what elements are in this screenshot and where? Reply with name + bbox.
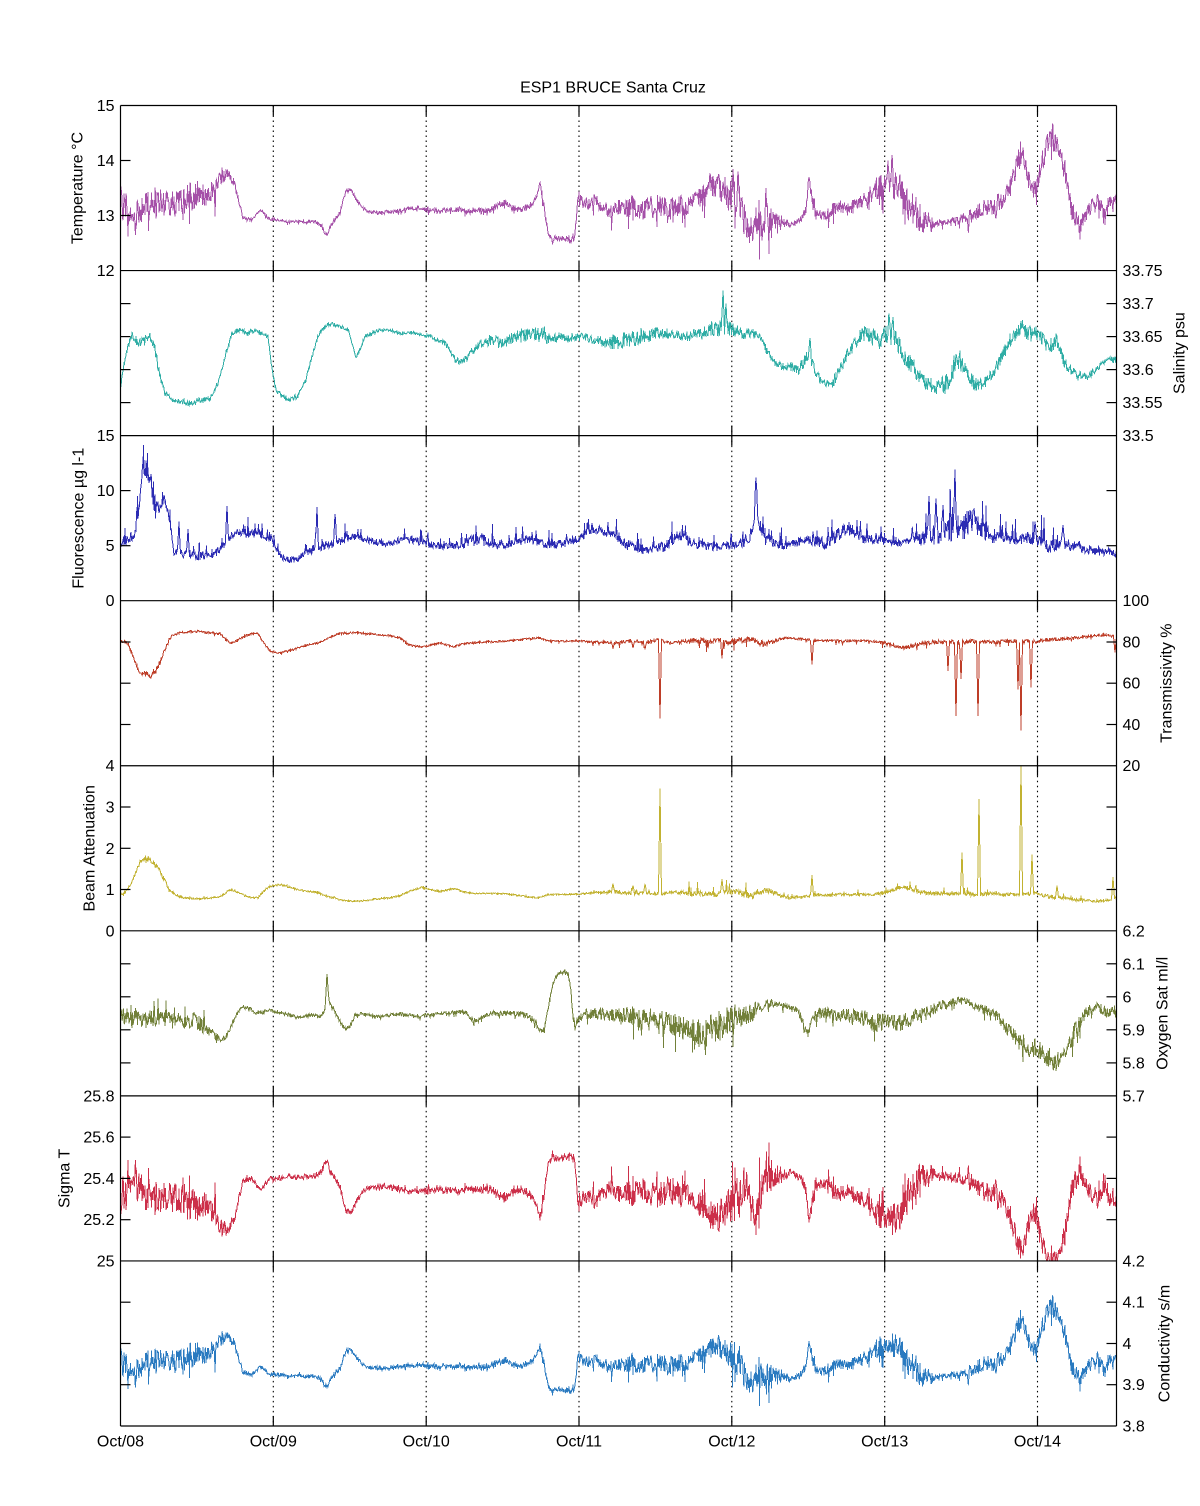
svg-text:15: 15 — [97, 428, 115, 445]
svg-text:33.6: 33.6 — [1123, 362, 1154, 379]
svg-text:Oct/13: Oct/13 — [861, 1434, 908, 1451]
svg-text:33.5: 33.5 — [1123, 428, 1154, 445]
svg-text:5.7: 5.7 — [1123, 1088, 1145, 1105]
svg-text:Transmissivity %: Transmissivity % — [1159, 623, 1176, 742]
svg-text:25.6: 25.6 — [83, 1130, 114, 1147]
svg-text:0: 0 — [106, 593, 115, 610]
svg-text:12: 12 — [97, 263, 115, 280]
svg-text:40: 40 — [1123, 717, 1141, 734]
svg-text:25.8: 25.8 — [83, 1088, 114, 1105]
svg-text:Beam Attenuation: Beam Attenuation — [82, 785, 99, 911]
svg-text:5: 5 — [106, 538, 115, 555]
svg-text:6.1: 6.1 — [1123, 956, 1145, 973]
svg-text:4.1: 4.1 — [1123, 1295, 1145, 1312]
svg-text:Oct/08: Oct/08 — [97, 1434, 144, 1451]
svg-text:ESP1 BRUCE Santa Cruz: ESP1 BRUCE Santa Cruz — [520, 80, 706, 97]
svg-text:33.55: 33.55 — [1123, 395, 1163, 412]
svg-text:25: 25 — [97, 1253, 115, 1270]
svg-text:Oxygen Sat ml/l: Oxygen Sat ml/l — [1155, 957, 1172, 1070]
svg-text:15: 15 — [97, 98, 115, 115]
svg-text:33.65: 33.65 — [1123, 329, 1163, 346]
svg-text:13: 13 — [97, 208, 115, 225]
svg-text:Oct/11: Oct/11 — [556, 1434, 602, 1451]
svg-text:4.2: 4.2 — [1123, 1253, 1145, 1270]
svg-text:6: 6 — [1123, 989, 1132, 1006]
svg-text:80: 80 — [1123, 635, 1141, 652]
svg-text:3.9: 3.9 — [1123, 1377, 1145, 1394]
svg-text:25.2: 25.2 — [83, 1212, 114, 1229]
svg-text:Fluorescence µg l-1: Fluorescence µg l-1 — [71, 448, 88, 589]
svg-text:60: 60 — [1123, 676, 1141, 693]
svg-text:5.9: 5.9 — [1123, 1022, 1145, 1039]
svg-text:20: 20 — [1123, 758, 1141, 775]
svg-text:10: 10 — [97, 483, 115, 500]
svg-text:5.8: 5.8 — [1123, 1055, 1145, 1072]
svg-text:Temperature °C: Temperature °C — [70, 132, 87, 244]
svg-text:14: 14 — [97, 153, 115, 170]
svg-text:Oct/09: Oct/09 — [250, 1434, 297, 1451]
svg-text:4: 4 — [106, 758, 115, 775]
svg-text:3.8: 3.8 — [1123, 1419, 1145, 1436]
svg-text:25.4: 25.4 — [83, 1171, 114, 1188]
svg-text:Salinity psu: Salinity psu — [1172, 312, 1189, 394]
svg-text:2: 2 — [106, 841, 115, 858]
svg-text:4: 4 — [1123, 1336, 1132, 1353]
svg-text:3: 3 — [106, 800, 115, 817]
svg-text:33.7: 33.7 — [1123, 296, 1154, 313]
svg-text:Oct/10: Oct/10 — [403, 1434, 450, 1451]
svg-text:1: 1 — [106, 882, 115, 899]
svg-text:Conductivity s/m: Conductivity s/m — [1157, 1285, 1174, 1402]
svg-text:Oct/12: Oct/12 — [708, 1434, 755, 1451]
svg-text:0: 0 — [106, 923, 115, 940]
svg-text:Sigma T: Sigma T — [57, 1149, 74, 1209]
svg-text:100: 100 — [1123, 593, 1150, 610]
svg-text:Oct/14: Oct/14 — [1014, 1434, 1061, 1451]
svg-text:33.75: 33.75 — [1123, 263, 1163, 280]
svg-text:6.2: 6.2 — [1123, 923, 1145, 940]
